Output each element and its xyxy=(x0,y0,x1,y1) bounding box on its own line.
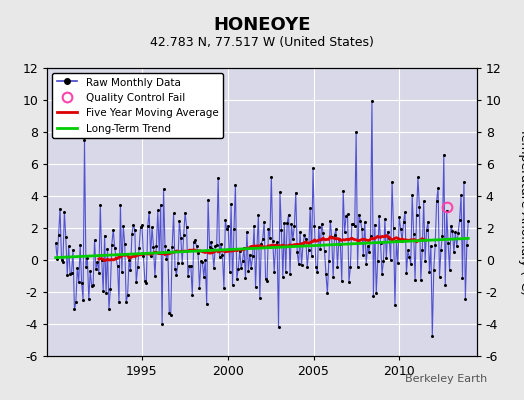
Text: 42.783 N, 77.517 W (United States): 42.783 N, 77.517 W (United States) xyxy=(150,36,374,49)
Text: HONEOYE: HONEOYE xyxy=(213,16,311,34)
Text: Berkeley Earth: Berkeley Earth xyxy=(405,374,487,384)
Legend: Raw Monthly Data, Quality Control Fail, Five Year Moving Average, Long-Term Tren: Raw Monthly Data, Quality Control Fail, … xyxy=(52,73,223,138)
Y-axis label: Temperature Anomaly (°C): Temperature Anomaly (°C) xyxy=(518,128,524,296)
